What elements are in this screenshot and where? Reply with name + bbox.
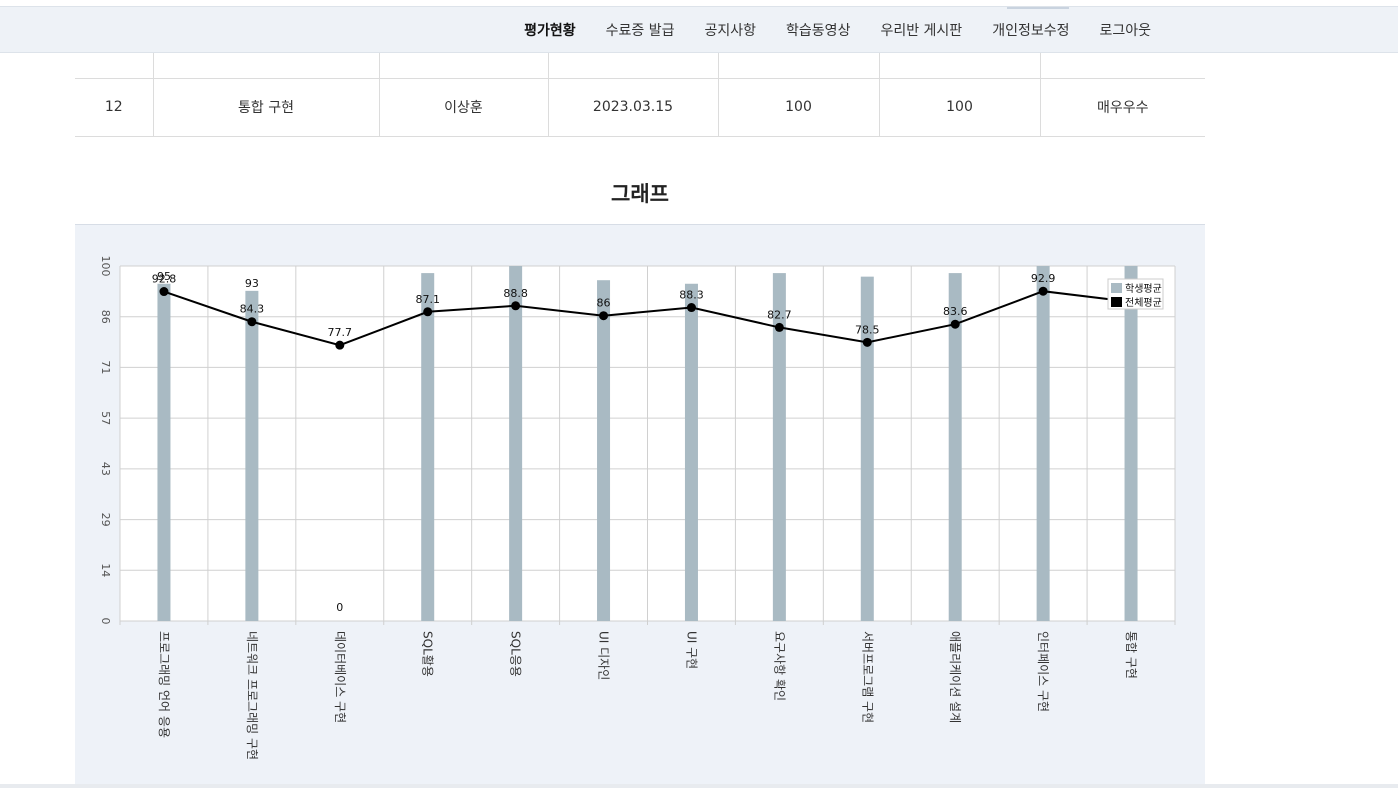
bar xyxy=(157,283,171,621)
x-category-label: 요구사항 확인 xyxy=(772,631,786,701)
bar xyxy=(860,276,874,621)
line-value-label: 83.6 xyxy=(943,305,968,318)
line-point xyxy=(1038,286,1048,296)
bar xyxy=(1124,266,1138,621)
line-value-label: 82.7 xyxy=(767,308,792,321)
bar xyxy=(772,273,786,621)
line-point xyxy=(335,340,345,350)
line-value-label: 86 xyxy=(597,297,611,310)
nav-item-evaluation[interactable]: 평가현황 xyxy=(524,22,576,39)
cell-instructor: 이상훈 xyxy=(379,78,549,137)
graph-title: 그래프 xyxy=(611,182,669,206)
legend-swatch-overall xyxy=(1111,297,1122,307)
line-point xyxy=(774,322,784,332)
x-category-label: SQL응용 xyxy=(509,631,523,677)
y-tick-label: 0 xyxy=(99,618,112,625)
line-point xyxy=(862,337,872,347)
x-category-label: 네트워크 프로그래밍 구현 xyxy=(245,631,259,760)
y-tick-label: 14 xyxy=(99,563,112,577)
bar xyxy=(1036,266,1050,621)
legend-swatch-student xyxy=(1111,283,1122,293)
y-tick-label: 57 xyxy=(99,411,112,425)
cell-score: 100 xyxy=(718,78,880,137)
bar xyxy=(684,283,698,621)
nav-item-class-board[interactable]: 우리반 게시판 xyxy=(880,22,963,39)
nav-item-videos[interactable]: 학습동영상 xyxy=(786,22,851,39)
bar xyxy=(245,290,259,621)
line-value-label: 84.3 xyxy=(240,303,265,316)
line-value-label: 88.3 xyxy=(679,289,704,302)
x-category-label: 애플리케이션 설계 xyxy=(948,631,962,723)
line-point xyxy=(159,287,169,297)
line-value-label: 88.8 xyxy=(503,287,528,300)
bar xyxy=(597,280,611,621)
bar-value-label: 0 xyxy=(336,601,343,614)
x-category-label: 인터페이스 구현 xyxy=(1036,631,1050,712)
graph-panel: 0 14 29 43 57 71 86 100 95 93 0 92.8 84.3 77.7 87.1 88.… xyxy=(75,224,1205,788)
line-point xyxy=(950,319,960,329)
cell-grade: 매우우수 xyxy=(1040,78,1205,137)
legend-label-overall: 전체평균 xyxy=(1125,297,1162,309)
line-series-path xyxy=(163,290,1132,347)
x-category-label: 서버프로그램 구현 xyxy=(860,631,874,723)
x-category-label: 프로그래밍 언어 응용 xyxy=(157,631,171,738)
legend-label-student: 학생평균 xyxy=(1125,283,1162,295)
table-row: 12 통합 구현 이상훈 2023.03.15 100 100 매우우수 xyxy=(75,78,1205,137)
cell-total: 100 xyxy=(879,78,1041,137)
line-value-label: 78.5 xyxy=(855,323,880,336)
cell-subject: 통합 구현 xyxy=(153,78,380,137)
x-category-label: UI 구현 xyxy=(684,631,698,669)
x-category-label: UI 디자인 xyxy=(597,631,611,680)
cell-no: 12 xyxy=(75,78,154,137)
nav-item-certificate[interactable]: 수료증 발급 xyxy=(605,22,675,39)
bar-value-label: 95 xyxy=(157,270,171,283)
nav-item-profile-edit[interactable]: 개인정보수정 xyxy=(992,22,1070,39)
bottom-edge xyxy=(0,784,1398,788)
line-point xyxy=(599,311,609,321)
y-tick-label: 71 xyxy=(99,360,112,374)
top-navigation-bar: 평가현황 수료증 발급 공지사항 학습동영상 우리반 게시판 개인정보수정 로그… xyxy=(0,6,1398,53)
y-tick-label: 100 xyxy=(99,256,112,277)
line-value-label: 77.7 xyxy=(328,326,353,339)
y-tick-label: 86 xyxy=(99,310,112,324)
y-tick-label: 43 xyxy=(99,462,112,476)
line-point xyxy=(511,301,521,311)
x-category-label: 데이터베이스 구현 xyxy=(333,631,347,723)
line-point xyxy=(247,317,257,327)
nav-item-logout[interactable]: 로그아웃 xyxy=(1099,22,1151,39)
nav-item-notice[interactable]: 공지사항 xyxy=(704,22,757,39)
y-tick-label: 29 xyxy=(99,513,112,527)
line-value-label: 87.1 xyxy=(415,293,440,306)
line-value-label: 92.9 xyxy=(1031,272,1056,285)
line-point xyxy=(423,307,433,317)
bar xyxy=(421,273,435,621)
x-category-label: 통합 구현 xyxy=(1124,631,1138,679)
x-category-label: SQL활용 xyxy=(421,631,435,677)
bar xyxy=(948,273,962,621)
bar-value-label: 93 xyxy=(245,277,259,290)
score-chart: 0 14 29 43 57 71 86 100 95 93 0 92.8 84.3 77.7 87.1 88.… xyxy=(99,256,1176,760)
bar xyxy=(509,266,523,621)
nav-accent-line xyxy=(1007,7,1069,9)
main-nav: 평가현황 수료증 발급 공지사항 학습동영상 우리반 게시판 개인정보수정 로그… xyxy=(509,7,1166,52)
line-point xyxy=(686,303,696,313)
line-value-label: 92.8 xyxy=(152,273,177,286)
cell-date: 2023.03.15 xyxy=(548,78,719,137)
